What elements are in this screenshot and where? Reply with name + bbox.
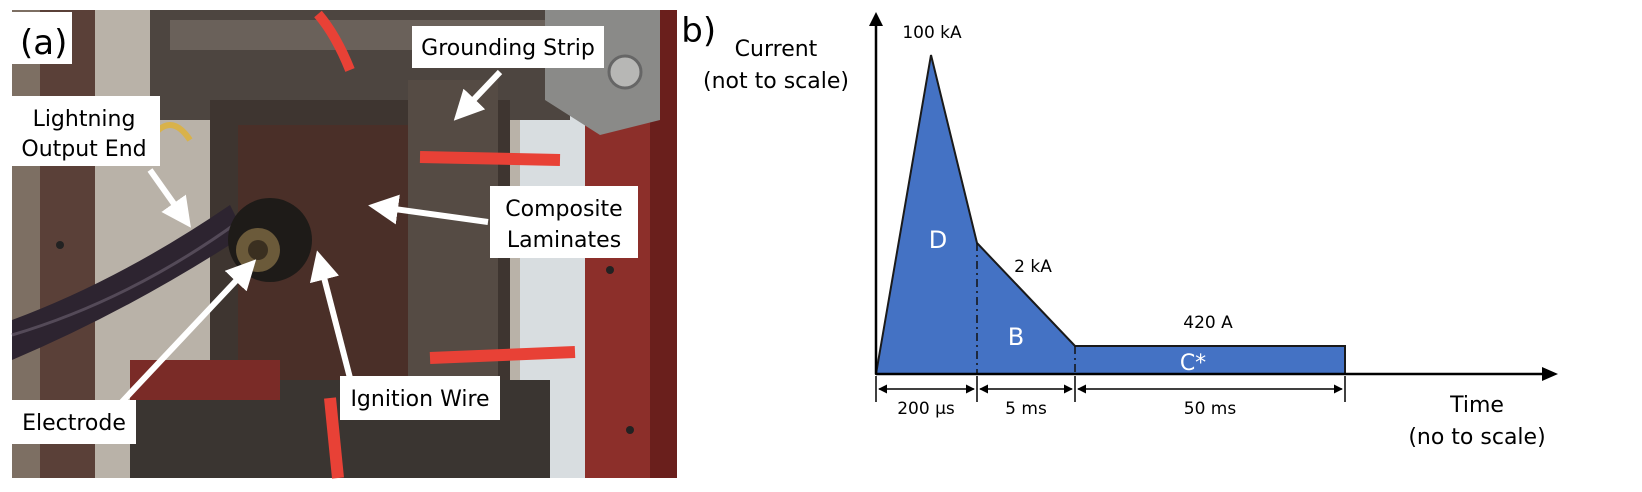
label-lightning-output-bg (12, 96, 160, 166)
waveform-area (874, 54, 1346, 375)
rivet-hole (626, 426, 634, 434)
duration-label-2: 5 ms (1005, 399, 1047, 419)
label-grounding-strip-bg (412, 26, 604, 68)
peak-current-label: 100 kA (902, 23, 962, 43)
arrow-electrode (117, 259, 257, 407)
label-lightning-line2: Output End (21, 137, 146, 162)
arrow-grounding-strip (453, 69, 503, 121)
label-electrode-bg (12, 400, 136, 444)
x-axis-title-line1: Time (1449, 393, 1504, 418)
y-axis-title-line2: (not to scale) (703, 69, 849, 94)
label-grounding-strip: Grounding Strip (421, 36, 595, 61)
red-clamp-top (314, 10, 355, 72)
label-tag-a-bg (12, 12, 72, 64)
panel-b-tag: (b) (680, 11, 716, 51)
continuing-current-label: 420 A (1183, 313, 1233, 333)
label-composite-bg (490, 186, 638, 258)
label-ignition-wire-bg (340, 376, 500, 420)
label-composite-line2: Laminates (507, 228, 621, 253)
x-axis-arrowhead (1542, 367, 1558, 381)
electrode-core (248, 240, 268, 260)
intermediate-current-label: 2 kA (1014, 257, 1052, 277)
red-clamp-bottom (324, 397, 344, 479)
label-ignition-wire: Ignition Wire (350, 387, 489, 412)
y-axis-arrowhead (869, 12, 883, 26)
region-d-label: D (929, 226, 947, 254)
lightning-output-strap-edge (11, 220, 239, 337)
label-composite-line1: Composite (505, 197, 622, 222)
waveform-diagram: (b) Current (not to scale) D B C* 100 kA… (668, 11, 1558, 450)
region-c-label: C* (1180, 351, 1206, 376)
rivet-hole (56, 241, 64, 249)
label-lightning-line1: Lightning (33, 107, 136, 132)
label-electrode: Electrode (22, 411, 126, 436)
rivet-hole (606, 266, 614, 274)
photo-illustration: (a) Grounding Strip Lightning Output End… (11, 10, 677, 479)
arrow-ignition-wire (309, 250, 353, 379)
x-axis-title-line2: (no to scale) (1408, 425, 1545, 450)
red-clamp-low (429, 346, 576, 364)
lightning-output-strap (12, 205, 245, 360)
duration-label-3: 50 ms (1184, 399, 1237, 419)
panel-a-photo: (a) Grounding Strip Lightning Output End… (0, 0, 680, 488)
region-b-label: B (1008, 323, 1024, 351)
clamp-bolt (607, 54, 643, 90)
y-axis-title-line1: Current (735, 37, 818, 62)
duration-label-1: 200 µs (897, 399, 955, 419)
red-clamp-mid (419, 151, 561, 166)
panel-b-waveform: (b) Current (not to scale) D B C* 100 kA… (668, 0, 1642, 488)
panel-a-tag: (a) (20, 23, 67, 63)
arrow-lightning-output (147, 168, 191, 228)
arrow-composite (368, 194, 489, 225)
